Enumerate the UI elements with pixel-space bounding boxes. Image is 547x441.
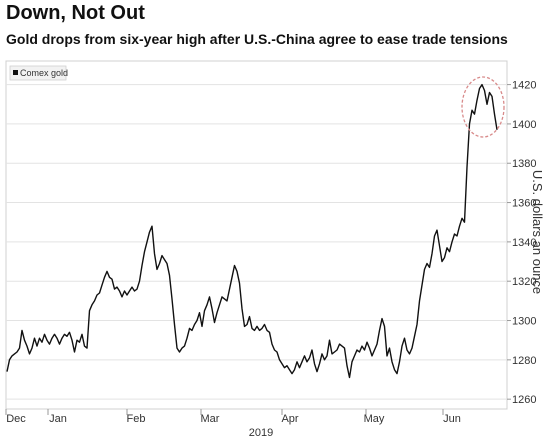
y-tick-label: 1280 bbox=[512, 355, 536, 367]
x-tick-label: Jun bbox=[443, 413, 461, 425]
x-tick-label: Jan bbox=[49, 413, 67, 425]
y-tick-label: 1380 bbox=[512, 158, 536, 170]
y-tick-label: 1260 bbox=[512, 394, 536, 406]
y-tick-label: 1300 bbox=[512, 316, 536, 328]
x-tick-label: Mar bbox=[201, 413, 220, 425]
y-tick-label: 1420 bbox=[512, 80, 536, 92]
x-axis-year-label: 2019 bbox=[249, 427, 273, 439]
x-tick-label: May bbox=[364, 413, 385, 425]
x-tick-label: Feb bbox=[127, 413, 146, 425]
y-tick-label: 1340 bbox=[512, 237, 536, 249]
x-axis-ticks: Dec Jan Feb Mar Apr May Jun bbox=[5, 409, 461, 425]
x-tick-label: Apr bbox=[281, 413, 298, 425]
legend-label-comex-gold: Comex gold bbox=[20, 68, 68, 78]
chart-title: Down, Not Out bbox=[6, 2, 145, 24]
gridlines bbox=[6, 84, 507, 400]
y-axis-label: U.S. dollars an ounce bbox=[530, 170, 545, 294]
x-tick-label: Dec bbox=[6, 413, 26, 425]
chart-subtitle: Gold drops from six-year high after U.S.… bbox=[6, 31, 508, 47]
series-layer bbox=[6, 83, 498, 379]
plot-area-border bbox=[5, 60, 508, 410]
y-tick-label: 1360 bbox=[512, 198, 536, 210]
peak-highlight-circle bbox=[461, 76, 505, 138]
y-axis-ticks: 1260 1280 1300 1320 1340 1360 1380 1400 1420 bbox=[507, 80, 536, 406]
y-tick-label: 1400 bbox=[512, 119, 536, 131]
legend-swatch bbox=[13, 70, 18, 75]
y-tick-label: 1320 bbox=[512, 276, 536, 288]
legend: Comex gold bbox=[9, 65, 68, 81]
series-line-comex-gold bbox=[6, 83, 498, 379]
